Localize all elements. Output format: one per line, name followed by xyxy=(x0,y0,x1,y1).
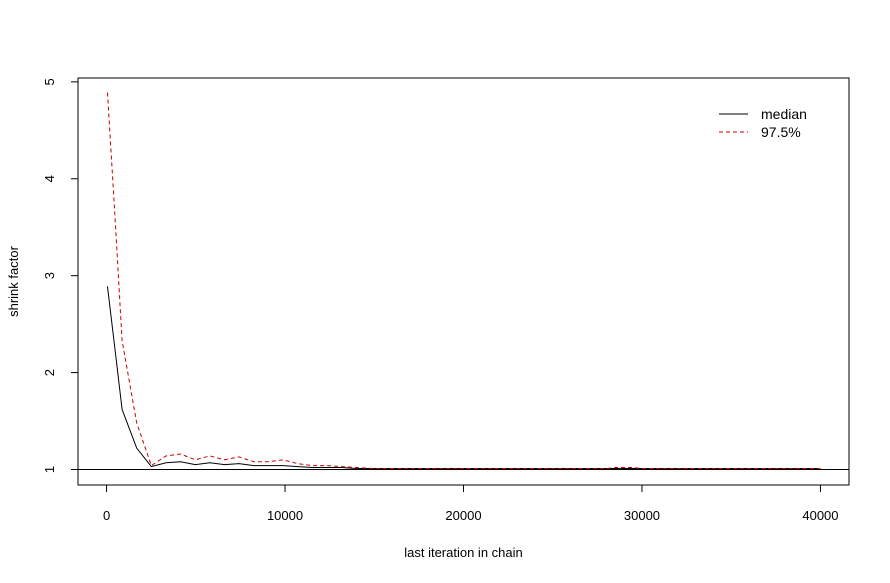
series-line-97-5-percent xyxy=(106,92,821,470)
y-tick-label: 5 xyxy=(42,78,57,85)
y-tick-label: 1 xyxy=(42,466,57,473)
y-axis-title: shrink factor xyxy=(6,245,21,316)
legend-label: 97.5% xyxy=(761,124,801,140)
x-tick-label: 30000 xyxy=(624,508,660,523)
series-layer xyxy=(106,92,821,470)
x-axis: 0 10000 20000 30000 40000 xyxy=(103,484,839,523)
x-tick-label: 20000 xyxy=(445,508,481,523)
y-tick-label: 3 xyxy=(42,272,57,279)
y-tick-label: 4 xyxy=(42,175,57,182)
plot-frame xyxy=(77,77,850,486)
legend-label: median xyxy=(761,106,807,122)
series-line-median xyxy=(106,286,821,470)
x-axis-title: last iteration in chain xyxy=(404,545,523,560)
y-tick-label: 2 xyxy=(42,369,57,376)
y-axis: 1 2 3 4 5 xyxy=(42,78,79,473)
x-tick-label: 40000 xyxy=(802,508,838,523)
x-tick-label: 0 xyxy=(103,508,110,523)
legend: median 97.5% xyxy=(719,106,807,140)
x-tick-label: 10000 xyxy=(267,508,303,523)
